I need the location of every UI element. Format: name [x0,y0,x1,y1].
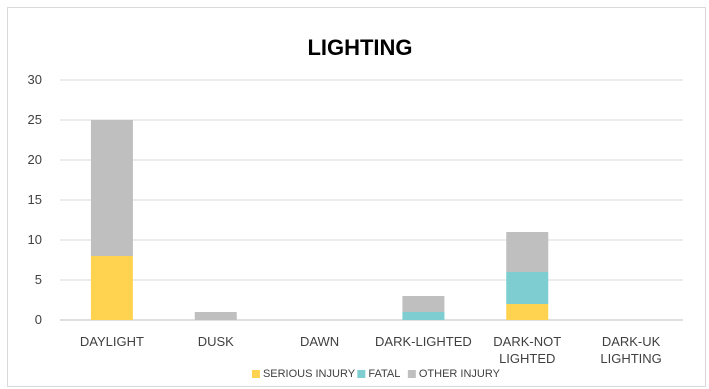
gridlines [60,79,683,321]
legend: SERIOUS INJURY FATAL OTHER INJURY [251,368,501,380]
legend-label: SERIOUS INJURY [263,368,356,380]
bars [90,120,549,320]
bar-segment [506,304,549,320]
bar-segment [506,272,549,304]
legend-swatch [251,370,260,378]
x-tick-label: DAWN [300,334,339,349]
chart-title: LIGHTING [307,35,412,60]
x-tick-label: DARK-UK LIGHTING [600,334,661,366]
bar-segment [90,256,133,320]
x-axis-labels: DAYLIGHT DUSK DAWN DARK-LIGHTED DARK-NOT LIGH… [80,334,662,366]
y-tick-label: 25 [28,112,42,127]
y-tick-label: 20 [28,152,42,167]
bar-segment [402,296,445,312]
y-tick-label: 5 [35,272,42,287]
x-tick-label: DARK-LIGHTED [375,334,472,349]
x-tick-label: DUSK [198,334,234,349]
y-tick-label: 15 [28,192,42,207]
bar-segment [90,120,133,256]
y-tick-label: 0 [35,312,42,327]
legend-swatch [407,370,416,378]
y-tick-label: 30 [28,72,42,87]
y-axis-ticks: 0 5 10 15 20 25 30 [28,72,42,327]
legend-label: FATAL [368,368,400,380]
bar-segment [194,312,237,320]
legend-label: OTHER INJURY [419,368,501,380]
x-tick-label: DAYLIGHT [80,334,144,349]
y-tick-label: 10 [28,232,42,247]
bar-segment [402,312,445,320]
legend-swatch [357,370,366,378]
x-tick-label: DARK-NOT LIGHTED [493,334,561,366]
bar-segment [506,232,549,272]
